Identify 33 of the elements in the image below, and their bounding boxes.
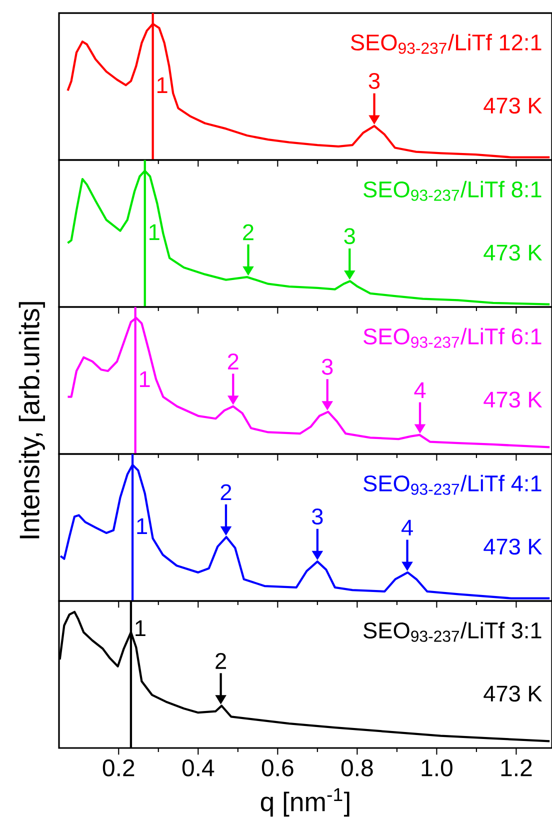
text: 473 K: [484, 392, 542, 408]
x-tick-label: 1.0: [422, 759, 452, 776]
x-tick-label: 1.2: [501, 759, 532, 776]
x-tick-label: 0.4: [182, 759, 214, 776]
chart-title: SEO$_{93-237}$/LiTf 6:1: [364, 328, 542, 348]
y-axis-title: Intensity, [arb.units]: [18, 302, 45, 538]
chart-title: SEO$_{93-237}$/LiTf 12:1: [350, 34, 542, 54]
annotation: 3: [322, 358, 333, 375]
annotation: 4: [401, 520, 413, 536]
annotation: 2: [220, 484, 232, 500]
chart-title: SEO$_{93-237}$/LiTf 8:1: [364, 180, 542, 201]
annotation: 4: [414, 382, 426, 398]
text: 473 K: [484, 244, 542, 261]
chart-title: SEO$_{93-237}$/LiTf 4:1: [364, 474, 542, 495]
annotation: 1: [150, 224, 160, 240]
annotation: 1: [136, 620, 146, 636]
annotation: 3: [344, 228, 355, 244]
annotation: 1: [140, 371, 150, 387]
annotation: 2: [243, 224, 254, 240]
annotation: 3: [312, 508, 323, 525]
annotation: 1: [137, 518, 147, 534]
annotation: 2: [228, 354, 238, 370]
annotation: 2: [216, 652, 226, 669]
x-tick-label: 0.2: [102, 759, 134, 776]
x-axis-title: q [nm$^{-1}$]: [260, 788, 350, 817]
text: 473 K: [484, 686, 542, 702]
x-tick-label: 0.6: [262, 759, 294, 776]
chart-title: SEO$_{93-237}$/LiTf 3:1: [364, 622, 542, 642]
annotation: 1: [157, 77, 168, 93]
text: 473 K: [484, 538, 542, 555]
annotation: 3: [368, 72, 380, 89]
text: 473 K: [484, 98, 542, 114]
x-tick-label: 0.8: [341, 759, 373, 776]
